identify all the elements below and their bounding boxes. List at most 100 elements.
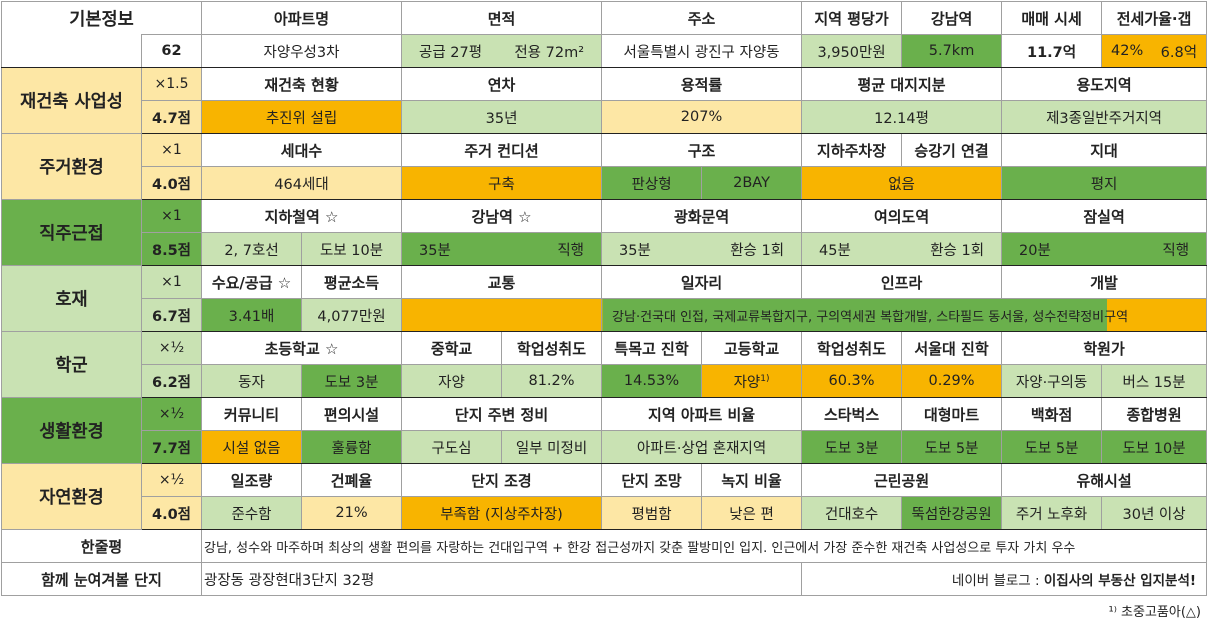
apt-ratio-value: 아파트·상업 혼재지역 [601,430,803,464]
surroundings-area: 구도심 [401,430,503,464]
header-middle-achievement: 학업성취도 [501,331,603,365]
green-ratio-value: 낮은 편 [701,496,803,530]
middle-achievement: 81.2% [501,364,603,398]
header-underground-parking: 지하주차장 [801,133,903,167]
summary-label: 한줄평 [1,529,202,563]
life-mult: ×½ [141,397,202,431]
park-river: 뚝섬한강공원 [901,496,1003,530]
terrain: 평지 [1001,166,1207,200]
bay-type: 2BAY [701,166,803,200]
header-high: 고등학교 [701,331,803,365]
header-zoning: 용도지역 [1001,67,1207,101]
header-jobs: 일자리 [601,265,803,299]
recon-mult: ×1.5 [141,67,202,101]
header-yeouido: 여의도역 [801,199,1003,233]
high-name: 자양1) [701,364,803,398]
gap-value: 6.8억 [1160,44,1198,61]
hojae-label: 호재 [1,265,142,332]
school-score: 6.2점 [141,364,202,398]
header-community: 커뮤니티 [201,397,302,431]
high-name-text: 자양 [733,374,761,391]
jeonse-value: 42% 6.8억 [1101,34,1207,68]
parking-elevator: 없음 [801,166,1003,200]
header-apt-ratio: 지역 아파트 비율 [601,397,803,431]
nature-score: 4.0점 [141,496,202,530]
development-list: 강남·건국대 인접, 국제교류복합지구, 구의역세권 복합개발, 스타필드 동서… [601,298,1207,332]
header-sale-price: 매매 시세 [1001,1,1103,35]
blog-name: 이집사의 부동산 입지분석! [1043,573,1197,589]
header-structure: 구조 [601,133,803,167]
basic-label: 기본정보 [1,1,202,35]
header-recon-status: 재건축 현황 [200,67,403,101]
hojae-mult: ×1 [141,265,202,299]
structure-type: 판상형 [601,166,703,200]
header-infra: 인프라 [801,265,1003,299]
header-far: 용적률 [601,67,803,101]
commute-label: 직주근접 [1,199,142,266]
header-traffic: 교통 [401,265,603,299]
hazard-type: 주거 노후화 [1001,496,1103,530]
commute-score: 8.5점 [141,232,202,266]
header-academy: 학원가 [1001,331,1207,365]
header-jamsil: 잠실역 [1001,199,1207,233]
floor-area-ratio: 207% [601,100,803,134]
starbucks-walk: 도보 3분 [801,430,903,464]
department-walk: 도보 5분 [1001,430,1103,464]
surroundings-state: 일부 미정비 [501,430,603,464]
header-special-high: 특목고 진학 [601,331,703,365]
supply-demand-ratio: 3.41배 [201,298,302,332]
zoning: 제3종일반주거지역 [1001,100,1207,134]
gangnam-commute: 35분 직행 [401,232,603,266]
gangnam-distance: 5.7km [901,34,1003,68]
jamsil-commute: 20분 직행 [1001,232,1207,266]
academy-distance: 버스 15분 [1101,364,1207,398]
special-high-rate: 14.53% [601,364,703,398]
header-middle: 중학교 [401,331,503,365]
header-households: 세대수 [200,133,403,167]
high-achievement: 60.3% [801,364,903,398]
header-mart: 대형마트 [901,397,1003,431]
apartment-analysis-table: 기본정보 아파트명 면적 주소 지역 평당가 강남역 매매 시세 전세가율·갭 … [1,1,1207,596]
basic-spacer [1,34,142,68]
header-coverage: 건폐율 [300,463,403,497]
living-label: 주거환경 [1,133,142,200]
subway-walk: 도보 10분 [300,232,403,266]
area-exclusive: 전용 72m² [514,44,585,61]
blog-prefix: 네이버 블로그 : [951,573,1044,589]
area-supply: 공급 27평 [419,44,483,61]
header-apt-name: 아파트명 [200,1,403,35]
sale-price-value: 11.7억 [1001,34,1103,68]
header-park: 근린공원 [801,463,1003,497]
address-value: 서울특별시 광진구 자양동 [601,34,803,68]
header-department: 백화점 [1001,397,1103,431]
coverage-value: 21% [300,496,403,530]
academy-area: 자양·구의동 [1001,364,1103,398]
living-mult: ×1 [141,133,202,167]
header-gwanghwamun: 광화문역 [601,199,803,233]
snu-rate: 0.29% [901,364,1003,398]
header-land-share: 평균 대지지분 [801,67,1003,101]
header-development: 개발 [1001,265,1207,299]
gwanghwamun-transfer: 환승 1회 [730,242,785,259]
header-age: 연차 [401,67,603,101]
yeouido-time: 45분 [819,242,851,259]
building-age: 35년 [401,100,603,134]
middle-name: 자양 [401,364,503,398]
header-elevator: 승강기 연결 [901,133,1003,167]
view-value: 평범함 [601,496,703,530]
condition: 구축 [401,166,603,200]
header-price-per-pyeong: 지역 평당가 [801,1,903,35]
yeouido-commute: 45분 환승 1회 [801,232,1003,266]
avg-income: 4,077만원 [300,298,403,332]
header-area: 면적 [401,1,603,35]
apartment-id: 62 [141,34,202,68]
life-label: 생활환경 [1,397,142,464]
header-terrain: 지대 [1001,133,1207,167]
header-sunlight: 일조량 [201,463,302,497]
header-subway: 지하철역 ☆ [200,199,403,233]
hojae-score: 6.7점 [141,298,202,332]
header-jeonse: 전세가율·갭 [1101,1,1207,35]
community-value: 시설 없음 [201,430,302,464]
header-convenience: 편의시설 [300,397,403,431]
header-starbucks: 스타벅스 [801,397,903,431]
